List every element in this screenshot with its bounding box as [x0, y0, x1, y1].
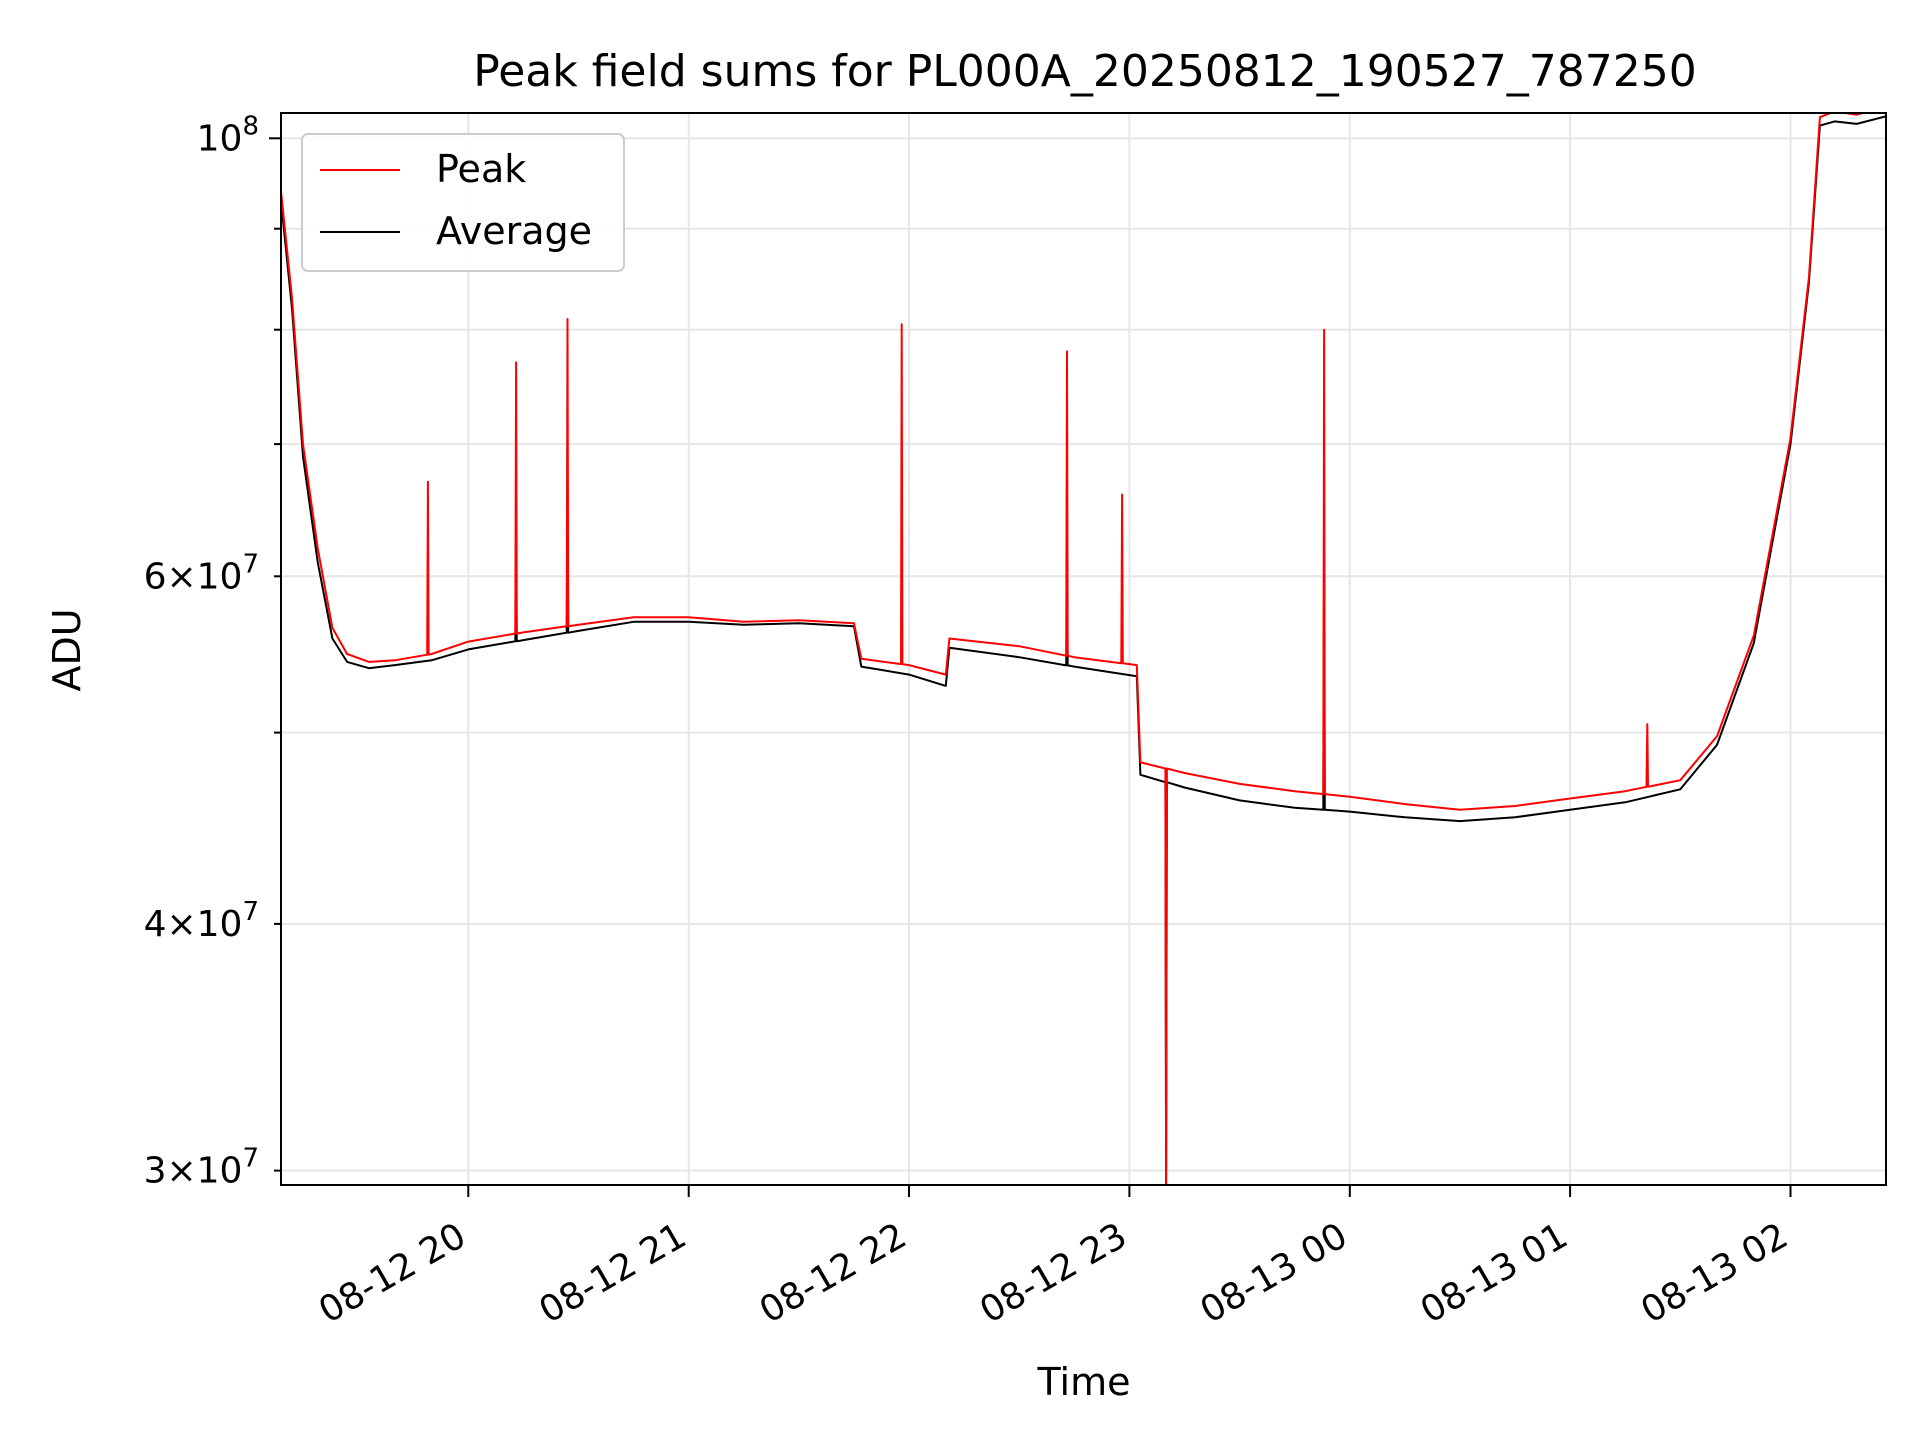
x-axis-label: Time	[1037, 1360, 1131, 1404]
x-tick-label: 08-12 20	[312, 1215, 473, 1331]
grid	[281, 113, 1886, 1185]
y-tick-label-mantissa: 3×10	[144, 1151, 243, 1192]
x-tick-label: 08-13 02	[1634, 1215, 1795, 1331]
series-average	[281, 115, 1886, 1185]
y-tick-label-exponent: 7	[242, 897, 259, 927]
y-tick-label-exponent: 7	[242, 549, 259, 579]
series-line-average	[281, 115, 1886, 1185]
y-tick-label-mantissa: 6×10	[144, 556, 243, 597]
x-tick-label: 08-13 01	[1414, 1215, 1575, 1331]
y-tick-label-exponent: 8	[242, 111, 259, 141]
y-tick-label-exponent: 7	[242, 1144, 259, 1174]
y-tick-label-mantissa: 4×10	[144, 904, 243, 945]
legend-box	[301, 133, 625, 272]
series-layer	[281, 113, 1886, 1185]
series-peak	[281, 113, 1867, 1185]
y-tick-label: 4×107	[144, 897, 259, 945]
y-tick-label-mantissa: 10	[197, 118, 243, 159]
legend: Peak Average	[301, 133, 625, 272]
x-tick-label: 08-12 21	[533, 1215, 694, 1331]
x-axis-ticks: 08-12 20 08-12 21 08-12 22 08-12 23 08-13 00…	[312, 1185, 1795, 1332]
y-tick-label: 108	[197, 111, 259, 159]
legend-label-average: Average	[436, 209, 592, 253]
legend-label-peak: Peak	[436, 147, 526, 191]
series-line-peak	[281, 113, 1867, 1185]
plot-frame	[280, 112, 1887, 1186]
x-tick-label: 08-12 23	[973, 1215, 1134, 1331]
y-tick-label: 6×107	[144, 549, 259, 597]
y-tick-label: 3×107	[144, 1144, 259, 1192]
x-tick-label: 08-12 22	[753, 1215, 914, 1331]
chart-title: Peak field sums for PL000A_20250812_1905…	[473, 46, 1696, 97]
y-axis-label: ADU	[45, 608, 89, 691]
x-tick-label: 08-13 00	[1194, 1215, 1355, 1331]
